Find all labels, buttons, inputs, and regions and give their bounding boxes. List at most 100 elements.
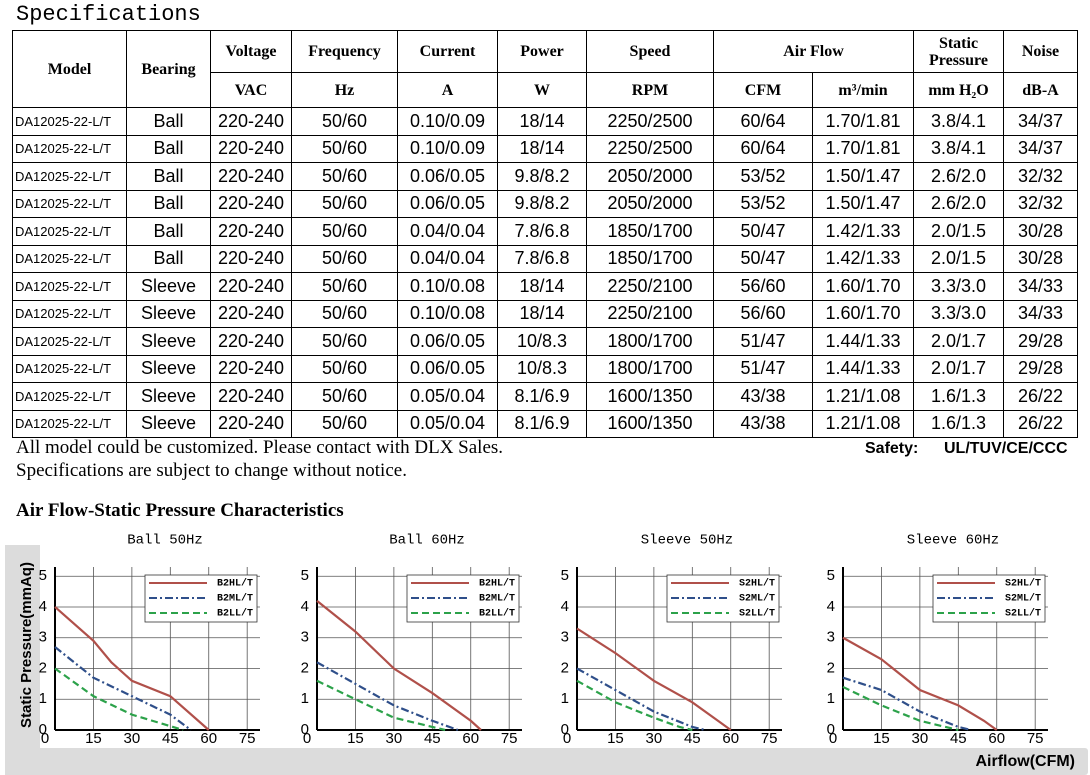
cell: 9.8/8.2 bbox=[497, 162, 587, 191]
y-tick-label: 0 bbox=[827, 721, 835, 738]
row: DA12025-22-L/T Ball 220-240 50/60 0.10/0.09 1… bbox=[12, 107, 1078, 136]
row: DA12025-22-L/T Ball 220-240 50/60 0.04/0.04 7… bbox=[12, 244, 1078, 273]
cell: 1.60/1.70 bbox=[812, 272, 914, 301]
cell: 220-240 bbox=[210, 409, 292, 438]
cell: 1.50/1.47 bbox=[812, 189, 914, 218]
y-tick-label: 4 bbox=[301, 598, 309, 615]
cell: 34/33 bbox=[1003, 272, 1078, 301]
cell: Ball bbox=[126, 244, 211, 273]
x-tick-label: 45 bbox=[162, 730, 179, 747]
cell: 2.0/1.7 bbox=[913, 354, 1004, 383]
cell: 30/28 bbox=[1003, 217, 1078, 246]
y-tick-label: 0 bbox=[301, 721, 309, 738]
cell: 30/28 bbox=[1003, 244, 1078, 273]
x-tick-label: 15 bbox=[607, 730, 624, 747]
y-tick-label: 2 bbox=[301, 659, 309, 676]
chart-title: Ball 60Hz bbox=[389, 533, 465, 549]
header: Noise bbox=[1003, 30, 1078, 73]
cell: 220-240 bbox=[210, 272, 292, 301]
cell: 34/37 bbox=[1003, 134, 1078, 163]
spec-table: Model Bearing Voltage Frequency Current … bbox=[12, 30, 1078, 438]
x-tick-label: 30 bbox=[124, 730, 141, 747]
series-line bbox=[842, 636, 998, 731]
cell: 220-240 bbox=[210, 327, 292, 356]
cell: 0.06/0.05 bbox=[397, 189, 498, 218]
x-tick-label: 75 bbox=[501, 730, 518, 747]
cell: 53/52 bbox=[713, 189, 813, 218]
cell: Sleeve bbox=[126, 382, 211, 411]
row: DA12025-22-L/T Ball 220-240 50/60 0.06/0.05 9… bbox=[12, 162, 1078, 191]
cell: 220-240 bbox=[210, 244, 292, 273]
series-line bbox=[576, 627, 732, 731]
cell: 220-240 bbox=[210, 217, 292, 246]
cell: 220-240 bbox=[210, 382, 292, 411]
cell: 51/47 bbox=[713, 354, 813, 383]
note: All model could be customized. Please co… bbox=[16, 437, 504, 458]
cell: 50/60 bbox=[291, 382, 398, 411]
header: Model bbox=[12, 30, 127, 108]
cell: 50/60 bbox=[291, 327, 398, 356]
series-line bbox=[54, 646, 192, 731]
cell: 43/38 bbox=[713, 409, 813, 438]
cell: 50/60 bbox=[291, 244, 398, 273]
x-tick-label: 60 bbox=[722, 730, 739, 747]
cell: 1850/1700 bbox=[586, 244, 714, 273]
cell: 9.8/8.2 bbox=[497, 189, 587, 218]
x-tick-label: 30 bbox=[386, 730, 403, 747]
y-tick-label: 0 bbox=[561, 721, 569, 738]
row: DA12025-22-L/T Ball 220-240 50/60 0.04/0.04 7… bbox=[12, 217, 1078, 246]
cell: 0.06/0.05 bbox=[397, 162, 498, 191]
row: DA12025-22-L/T Sleeve 220-240 50/60 0.06/0.0… bbox=[12, 354, 1078, 383]
x-tick-label: 30 bbox=[646, 730, 663, 747]
cell: DA12025-22-L/T bbox=[12, 409, 127, 438]
legend-label: B2ML/T bbox=[217, 593, 253, 605]
unit: mm H₂O bbox=[913, 72, 1004, 108]
cell: 0.05/0.04 bbox=[397, 409, 498, 438]
cell: 2.6/2.0 bbox=[913, 189, 1004, 218]
legend-label: B2HL/T bbox=[479, 578, 515, 590]
cell: DA12025-22-L/T bbox=[12, 107, 127, 136]
unit: CFM bbox=[713, 72, 813, 108]
safety-label: Safety: bbox=[865, 440, 919, 457]
cell: 3.3/3.0 bbox=[913, 272, 1004, 301]
cell: 220-240 bbox=[210, 299, 292, 328]
cell: 56/60 bbox=[713, 272, 813, 301]
y-tick-label: 4 bbox=[561, 598, 569, 615]
y-tick-label: 0 bbox=[39, 721, 47, 738]
header: Static Pressure bbox=[913, 30, 1004, 73]
cell: 220-240 bbox=[210, 189, 292, 218]
cell: 0.04/0.04 bbox=[397, 217, 498, 246]
cell: Ball bbox=[126, 217, 211, 246]
cell: Sleeve bbox=[126, 354, 211, 383]
unit: m³/min bbox=[812, 72, 914, 108]
cell: 50/60 bbox=[291, 189, 398, 218]
cell: 34/33 bbox=[1003, 299, 1078, 328]
cell: 1.60/1.70 bbox=[812, 299, 914, 328]
legend-label: S2ML/T bbox=[739, 593, 775, 605]
x-tick-label: 75 bbox=[239, 730, 256, 747]
cell: 1.21/1.08 bbox=[812, 409, 914, 438]
y-tick-label: 3 bbox=[39, 629, 47, 646]
cell: Sleeve bbox=[126, 327, 211, 356]
row: DA12025-22-L/T Sleeve 220-240 50/60 0.05/0.0… bbox=[12, 382, 1078, 411]
x-tick-label: 45 bbox=[950, 730, 967, 747]
x-tick-label: 15 bbox=[347, 730, 364, 747]
cell: 220-240 bbox=[210, 162, 292, 191]
header: Power bbox=[497, 30, 587, 73]
header: Speed bbox=[586, 30, 714, 73]
x-tick-label: 0 bbox=[41, 730, 49, 747]
cell: 10/8.3 bbox=[497, 327, 587, 356]
cell: 10/8.3 bbox=[497, 354, 587, 383]
cell: 1.50/1.47 bbox=[812, 162, 914, 191]
cell: 32/32 bbox=[1003, 189, 1078, 218]
legend-label: B2ML/T bbox=[479, 593, 515, 605]
y-tick-label: 2 bbox=[39, 659, 47, 676]
cell: 7.8/6.8 bbox=[497, 244, 587, 273]
cell: 1.6/1.3 bbox=[913, 382, 1004, 411]
safety-value: UL/TUV/CE/CCC bbox=[944, 440, 1068, 457]
page-title: Specifications bbox=[16, 2, 201, 27]
legend-label: B2LL/T bbox=[479, 608, 515, 620]
series-line bbox=[842, 676, 972, 732]
unit: VAC bbox=[210, 72, 292, 108]
cell: 26/22 bbox=[1003, 382, 1078, 411]
